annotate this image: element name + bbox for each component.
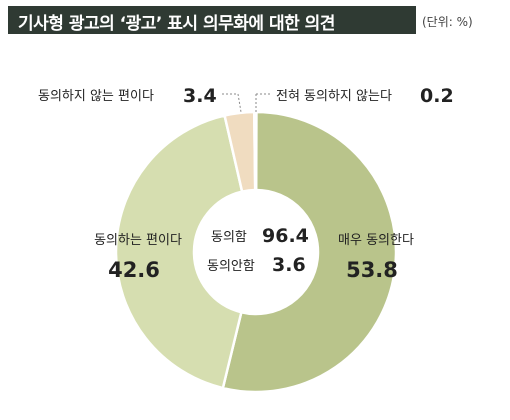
slice-label-strongly-agree: 매우 동의한다 — [338, 233, 414, 248]
slice-strongly-disagree — [252, 110, 258, 192]
leader-line-disagree-2 — [237, 93, 242, 113]
slice-agree — [114, 114, 244, 390]
chart-header: 기사형 광고의 ‘광고’ 표시 의무화에 대한 의견 (단위: %) — [0, 0, 510, 40]
slice-label-disagree: 동의하지 않는 편이다 — [38, 89, 154, 104]
center-value-agree: 96.4 — [262, 225, 309, 247]
slice-value-strongly-disagree: 0.2 — [420, 85, 454, 107]
center-value-disagree: 3.6 — [272, 254, 306, 276]
slice-label-strongly-disagree: 전혀 동의하지 않는다 — [276, 89, 392, 104]
center-label-agree: 동의함 — [211, 230, 247, 245]
slice-value-strongly-agree: 53.8 — [346, 258, 398, 282]
slice-value-agree: 42.6 — [108, 258, 160, 282]
slice-value-disagree: 3.4 — [183, 85, 217, 107]
chart-title: 기사형 광고의 ‘광고’ 표시 의무화에 대한 의견 — [18, 14, 335, 34]
center-label-disagree: 동의안함 — [207, 259, 255, 274]
title-bar — [8, 6, 416, 34]
slice-label-agree: 동의하는 편이다 — [94, 233, 182, 248]
unit-label: (단위: %) — [422, 15, 473, 29]
slice-strongly-agree — [221, 110, 398, 394]
